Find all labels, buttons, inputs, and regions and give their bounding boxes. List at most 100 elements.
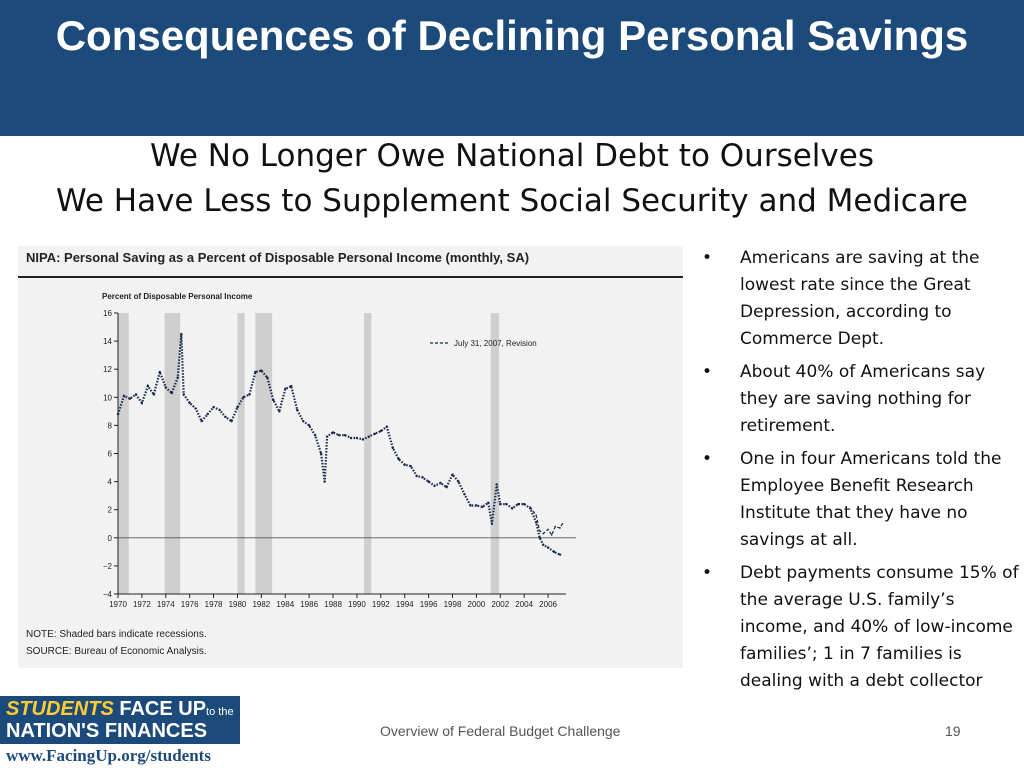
bullet-text: Debt payments consume 15% of the average…	[740, 563, 1019, 691]
x-tick-label: 1984	[276, 600, 294, 609]
saving-rate-point	[307, 424, 311, 427]
page-number: 19	[945, 723, 961, 739]
bullet-list: • Americans are saving at the lowest rate…	[702, 245, 1020, 701]
saving-rate-point	[511, 507, 514, 510]
revision-point	[550, 534, 553, 536]
recession-bar	[364, 313, 372, 594]
saving-rate-point	[534, 521, 538, 524]
x-tick-label: 2002	[491, 600, 509, 609]
saving-rate-point	[451, 473, 454, 476]
slide-title: Consequences of Declining Personal Savin…	[55, 12, 969, 59]
recession-bar	[164, 313, 181, 594]
y-tick-label: −2	[103, 562, 113, 571]
saving-rate-point	[128, 397, 132, 400]
saving-rate-point	[134, 393, 138, 396]
saving-rate-point	[180, 332, 183, 336]
saving-rate-point	[385, 425, 388, 429]
saving-rate-point	[469, 504, 472, 507]
saving-rate-point	[349, 436, 353, 440]
saving-rate-point	[296, 408, 299, 412]
saving-rate-point	[194, 407, 197, 410]
saving-rate-point	[224, 415, 227, 419]
saving-rate-point	[290, 384, 293, 388]
saving-rate-point	[445, 486, 448, 489]
bullet-dot: •	[702, 248, 713, 268]
saving-rate-point	[517, 502, 520, 506]
bullet-item-2: • About 40% of Americans say they are sav…	[702, 359, 1020, 440]
revision-point	[538, 529, 541, 532]
bullet-item-4: • Debt payments consume 15% of the averag…	[702, 560, 1020, 695]
saving-rate-point	[206, 412, 209, 416]
saving-rate-point	[490, 522, 494, 525]
legend-label: July 31, 2007, Revision	[454, 339, 537, 348]
x-tick-label: 2004	[515, 600, 533, 609]
y-tick-label: 10	[103, 393, 112, 402]
logo-line-1: STUDENTS FACE UPto the	[6, 698, 234, 721]
saving-rate-point	[278, 410, 281, 413]
y-tick-label: 16	[103, 309, 112, 318]
saving-rate-point	[546, 546, 550, 549]
saving-rate-point	[212, 405, 215, 409]
saving-rate-point	[301, 419, 305, 423]
x-tick-label: 2000	[468, 600, 486, 609]
saving-rate-point	[542, 543, 545, 547]
saving-rate-point	[343, 434, 347, 437]
footer-text: Overview of Federal Budget Challenge	[380, 723, 621, 739]
recession-bar	[490, 313, 500, 594]
x-tick-label: 1970	[109, 600, 127, 609]
y-tick-label: 4	[108, 478, 113, 487]
logo-to-the-text: to the	[206, 706, 234, 718]
saving-rate-point	[164, 386, 167, 389]
x-tick-label: 1996	[420, 600, 438, 609]
saving-rate-point	[284, 387, 287, 391]
revision-point	[535, 514, 537, 517]
x-tick-label: 1974	[157, 600, 175, 609]
y-tick-label: 8	[108, 421, 113, 430]
y-tick-label: −4	[103, 590, 113, 599]
x-tick-label: 1998	[444, 600, 462, 609]
saving-rate-point	[367, 435, 371, 438]
bullet-text: Americans are saving at the lowest rate …	[740, 248, 980, 349]
y-axis-label: Percent of Disposable Personal Income	[102, 292, 253, 301]
chart-title: NIPA: Personal Saving as a Percent of Di…	[26, 250, 530, 265]
revision-point	[547, 528, 549, 531]
chart-note-source: SOURCE: Bureau of Economic Analysis.	[26, 646, 207, 657]
revision-point	[529, 506, 531, 508]
saving-rate-point	[552, 550, 556, 554]
y-tick-label: 0	[108, 534, 113, 543]
bullet-item-1: • Americans are saving at the lowest rate…	[702, 245, 1020, 353]
recession-bar	[118, 313, 129, 594]
saving-rate-point	[337, 434, 341, 437]
saving-rate-point	[254, 370, 257, 374]
x-tick-label: 1994	[396, 600, 414, 609]
y-tick-label: 12	[103, 365, 112, 374]
saving-rate-point	[391, 446, 394, 450]
bullet-item-3: • One in four Americans told the Employee…	[702, 446, 1020, 554]
students-face-up-logo: STUDENTS FACE UPto the NATION'S FINANCES…	[0, 696, 240, 768]
saving-rate-point	[421, 476, 424, 479]
logo-line-2: NATION'S FINANCES	[6, 720, 208, 742]
x-tick-label: 2006	[539, 600, 557, 609]
saving-rate-point	[403, 463, 406, 466]
saving-rate-point	[538, 536, 541, 539]
saving-rate-point	[266, 376, 269, 379]
y-tick-label: 6	[108, 450, 113, 459]
saving-rate-point	[558, 553, 562, 556]
saving-rate-point	[499, 502, 502, 506]
saving-rate-point	[373, 432, 377, 436]
slide-subtitle-1: We No Longer Owe National Debt to Oursel…	[150, 138, 874, 174]
saving-rate-point	[433, 484, 436, 488]
logo-banner	[0, 696, 240, 744]
saving-rate-point	[200, 419, 203, 423]
saving-rate-point	[146, 384, 150, 388]
recession-bar	[255, 313, 273, 594]
bullet-text: One in four Americans told the Employee …	[740, 449, 1002, 550]
saving-rate-point	[158, 370, 162, 374]
saving-rate-point	[116, 412, 120, 416]
revision-point	[554, 525, 557, 528]
x-tick-label: 1990	[348, 600, 366, 609]
saving-rate-point	[481, 505, 484, 509]
revision-point	[542, 532, 545, 535]
saving-rate-point	[331, 431, 335, 434]
